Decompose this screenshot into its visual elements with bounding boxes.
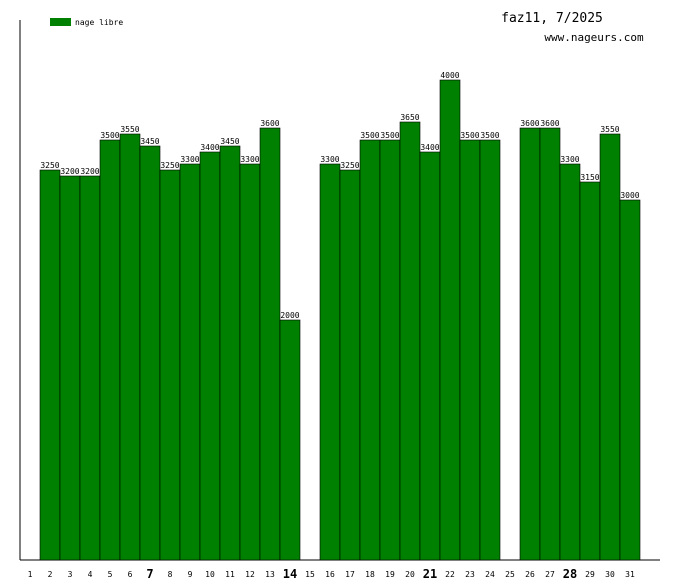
bar-day-20 xyxy=(399,121,421,561)
bar-day-10 xyxy=(199,151,221,561)
x-tick-label-27: 27 xyxy=(545,570,555,579)
x-tick-label-29: 29 xyxy=(585,570,595,579)
value-label-day-22: 4000 xyxy=(440,71,459,80)
bar-day-8 xyxy=(159,169,181,561)
value-label-day-20: 3650 xyxy=(400,113,419,122)
chart-title: faz11, 7/2025 xyxy=(501,11,603,26)
value-label-day-29: 3150 xyxy=(580,173,599,182)
value-label-day-24: 3500 xyxy=(480,131,499,140)
bar-day-9 xyxy=(179,163,201,561)
bar-day-3 xyxy=(59,175,81,561)
bar-day-17 xyxy=(339,169,361,561)
x-tick-label-3: 3 xyxy=(68,570,73,579)
legend: nage libre xyxy=(50,18,123,27)
x-tick-labels-group: 1 2 3 4 5 6 7 8 9 10 11 12 13 14 15 16 17 18 19 20 21 22 23 24 2… xyxy=(28,567,635,580)
x-tick-label-21: 21 xyxy=(423,567,437,580)
x-tick-label-1: 1 xyxy=(28,570,33,579)
value-label-day-30: 3550 xyxy=(600,125,619,134)
x-tick-label-7: 7 xyxy=(146,567,153,580)
x-tick-label-16: 16 xyxy=(325,570,335,579)
x-tick-label-8: 8 xyxy=(168,570,173,579)
value-label-day-2: 3250 xyxy=(40,161,59,170)
value-label-day-26: 3600 xyxy=(520,119,539,128)
bar-day-29 xyxy=(579,181,601,561)
value-label-day-3: 3200 xyxy=(60,167,79,176)
bar-day-19 xyxy=(379,139,401,561)
value-label-day-17: 3250 xyxy=(340,161,359,170)
value-label-day-8: 3250 xyxy=(160,161,179,170)
value-label-day-10: 3400 xyxy=(200,143,219,152)
bar-day-16 xyxy=(319,163,341,561)
x-tick-label-20: 20 xyxy=(405,570,415,579)
value-label-day-27: 3600 xyxy=(540,119,559,128)
bar-day-26 xyxy=(519,127,541,561)
x-tick-label-25: 25 xyxy=(505,570,515,579)
bar-day-23 xyxy=(459,139,481,561)
x-tick-label-31: 31 xyxy=(625,570,635,579)
bar-day-22 xyxy=(439,79,461,561)
x-tick-label-4: 4 xyxy=(88,570,93,579)
value-label-day-12: 3300 xyxy=(240,155,259,164)
bar-day-30 xyxy=(599,133,621,561)
x-tick-label-15: 15 xyxy=(305,570,315,579)
bar-day-14 xyxy=(279,319,301,561)
value-label-day-4: 3200 xyxy=(80,167,99,176)
value-label-day-31: 3000 xyxy=(620,191,639,200)
bar-day-24 xyxy=(479,139,501,561)
x-tick-label-2: 2 xyxy=(48,570,53,579)
x-tick-label-26: 26 xyxy=(525,570,535,579)
site-url[interactable]: www.nageurs.com xyxy=(544,31,644,44)
value-label-day-11: 3450 xyxy=(220,137,239,146)
x-tick-label-24: 24 xyxy=(485,570,495,579)
value-label-day-28: 3300 xyxy=(560,155,579,164)
x-tick-label-30: 30 xyxy=(605,570,615,579)
bar-day-28 xyxy=(559,163,581,561)
x-tick-label-18: 18 xyxy=(365,570,375,579)
value-label-day-18: 3500 xyxy=(360,131,379,140)
bar-day-4 xyxy=(79,175,101,561)
bar-day-5 xyxy=(99,139,121,561)
bars-group xyxy=(39,79,641,561)
bar-day-21 xyxy=(419,151,441,561)
x-tick-label-9: 9 xyxy=(188,570,193,579)
bar-day-18 xyxy=(359,139,381,561)
x-tick-label-11: 11 xyxy=(225,570,235,579)
x-tick-label-17: 17 xyxy=(345,570,355,579)
bar-day-27 xyxy=(539,127,561,561)
x-tick-label-6: 6 xyxy=(128,570,133,579)
x-tick-label-14: 14 xyxy=(283,567,297,580)
bar-day-6 xyxy=(119,133,141,561)
bar-day-2 xyxy=(39,169,61,561)
bar-day-12 xyxy=(239,163,261,561)
x-tick-label-22: 22 xyxy=(445,570,455,579)
x-tick-label-10: 10 xyxy=(205,570,215,579)
legend-label: nage libre xyxy=(75,18,123,27)
x-tick-label-5: 5 xyxy=(108,570,113,579)
value-label-day-5: 3500 xyxy=(100,131,119,140)
x-tick-label-13: 13 xyxy=(265,570,275,579)
value-label-day-7: 3450 xyxy=(140,137,159,146)
value-label-day-23: 3500 xyxy=(460,131,479,140)
value-label-day-9: 3300 xyxy=(180,155,199,164)
value-label-day-21: 3400 xyxy=(420,143,439,152)
value-label-day-19: 3500 xyxy=(380,131,399,140)
x-tick-label-12: 12 xyxy=(245,570,255,579)
x-tick-label-19: 19 xyxy=(385,570,395,579)
value-label-day-14: 2000 xyxy=(280,311,299,320)
value-label-day-16: 3300 xyxy=(320,155,339,164)
x-tick-label-28: 28 xyxy=(563,567,577,580)
bar-day-7 xyxy=(139,145,161,561)
legend-swatch xyxy=(50,18,71,26)
bar-day-13 xyxy=(259,127,281,561)
x-tick-label-23: 23 xyxy=(465,570,475,579)
value-label-day-13: 3600 xyxy=(260,119,279,128)
value-label-day-6: 3550 xyxy=(120,125,139,134)
bar-day-31 xyxy=(619,199,641,561)
bar-day-11 xyxy=(219,145,241,561)
